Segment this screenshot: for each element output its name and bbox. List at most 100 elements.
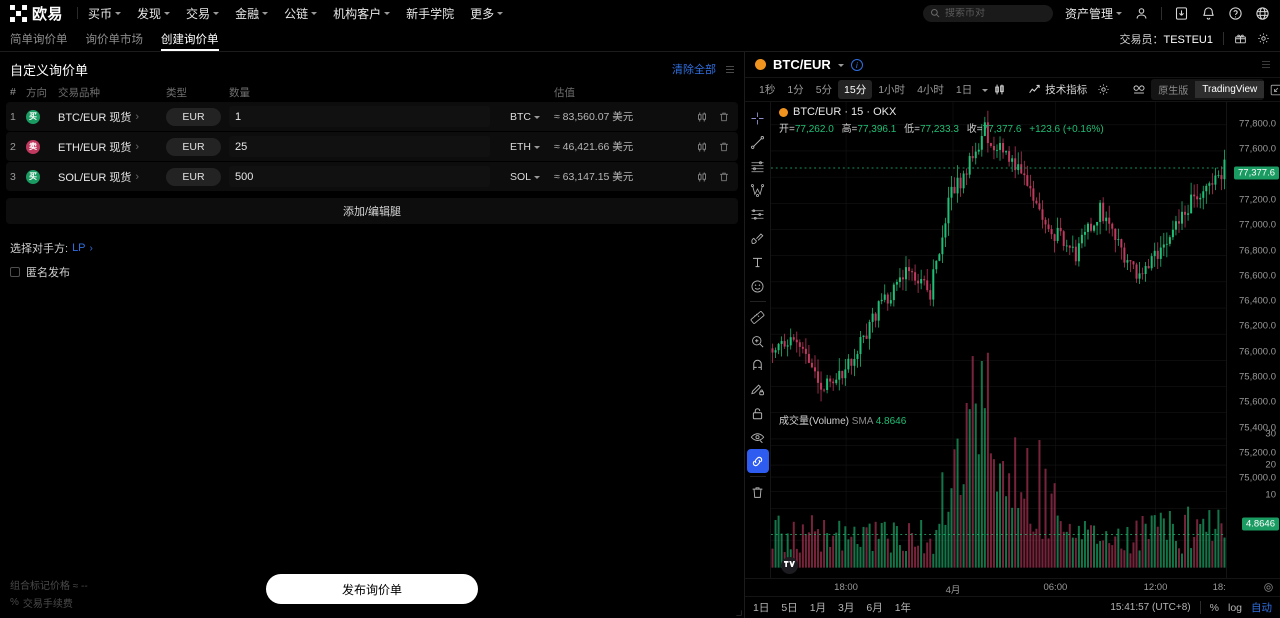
- chart-drag-handle[interactable]: [1262, 61, 1270, 68]
- horizontal-lines-tool-icon[interactable]: [747, 154, 769, 178]
- type-pill[interactable]: EUR: [166, 107, 221, 126]
- settings-icon[interactable]: [1257, 32, 1270, 45]
- nav-item-academy[interactable]: 新手学院: [406, 5, 454, 22]
- nav-item-more[interactable]: 更多: [470, 5, 504, 22]
- direction-badge-buy[interactable]: 买: [26, 109, 40, 124]
- row-unit-select[interactable]: SOL: [494, 171, 540, 183]
- lock-tool-icon[interactable]: [747, 401, 769, 425]
- tab-rfq-market[interactable]: 询价单市场: [85, 33, 144, 46]
- help-icon[interactable]: [1228, 6, 1243, 21]
- percent-scale-toggle[interactable]: %: [1209, 601, 1219, 614]
- brush-tool-icon[interactable]: [747, 226, 769, 250]
- anonymous-checkbox[interactable]: [10, 267, 20, 277]
- log-scale-toggle[interactable]: log: [1227, 601, 1242, 614]
- chevron-down-icon[interactable]: [837, 63, 844, 67]
- range-6mo[interactable]: 6月: [866, 602, 883, 614]
- bell-icon[interactable]: [1201, 6, 1216, 21]
- row-quantity-field[interactable]: [229, 136, 490, 157]
- row-symbol[interactable]: BTC/EUR 现货 ›: [58, 109, 166, 125]
- view-native-button[interactable]: 原生版: [1158, 86, 1189, 97]
- timeframe-1h[interactable]: 1小时: [878, 84, 906, 96]
- remove-drawings-tool-icon[interactable]: [747, 480, 769, 504]
- okx-logo[interactable]: 欧易: [10, 3, 63, 24]
- row-symbol[interactable]: SOL/EUR 现货 ›: [58, 169, 166, 185]
- candles-icon[interactable]: [696, 111, 708, 123]
- counterparty-value[interactable]: LP: [72, 242, 86, 254]
- table-row[interactable]: 3 买 SOL/EUR 现货 › EUR SOL: [6, 162, 738, 191]
- timeframe-5m[interactable]: 5分: [815, 84, 833, 96]
- download-icon[interactable]: [1174, 6, 1189, 21]
- row-direction[interactable]: 买: [26, 109, 58, 124]
- chevron-right-icon[interactable]: ›: [89, 242, 93, 254]
- range-1mo[interactable]: 1月: [809, 602, 827, 614]
- candles-icon[interactable]: [696, 141, 708, 153]
- direction-badge-sell[interactable]: 卖: [26, 139, 40, 154]
- direction-badge-buy[interactable]: 买: [26, 169, 40, 184]
- fib-retracement-tool-icon[interactable]: [747, 202, 769, 226]
- timeframe-1m[interactable]: 1分: [787, 84, 804, 96]
- nav-item-buy[interactable]: 买币: [88, 5, 122, 22]
- text-tool-icon[interactable]: [747, 250, 769, 274]
- asset-management-menu[interactable]: 资产管理: [1065, 5, 1122, 22]
- delete-icon[interactable]: [718, 141, 730, 153]
- search-box[interactable]: [922, 4, 1053, 22]
- auto-scale-toggle[interactable]: 自动: [1251, 602, 1272, 614]
- row-direction[interactable]: 买: [26, 169, 58, 184]
- fullscreen-icon[interactable]: [1270, 84, 1280, 96]
- range-1y[interactable]: 1年: [894, 602, 912, 614]
- measure-tool-icon[interactable]: [747, 305, 769, 329]
- price-axis[interactable]: 77,800.077,600.077,400.077,200.077,000.0…: [1226, 102, 1280, 578]
- range-5d[interactable]: 5日: [781, 602, 798, 614]
- tab-create-rfq[interactable]: 创建询价单: [161, 26, 219, 51]
- type-pill[interactable]: EUR: [166, 137, 221, 156]
- link-objects-tool-icon[interactable]: [746, 449, 769, 473]
- quantity-input[interactable]: [235, 140, 484, 153]
- info-icon[interactable]: i: [850, 58, 863, 71]
- time-axis[interactable]: 18:00 4月 06:00 12:00 18:: [745, 578, 1280, 596]
- table-row[interactable]: 1 买 BTC/EUR 现货 › EUR BTC: [6, 102, 738, 131]
- table-row[interactable]: 2 卖 ETH/EUR 现货 › EUR ETH: [6, 132, 738, 161]
- range-3mo[interactable]: 3月: [838, 602, 855, 614]
- anonymous-publish-row[interactable]: 匿名发布: [0, 256, 744, 280]
- tab-simple-rfq[interactable]: 简单询价单: [10, 33, 68, 46]
- emoji-tool-icon[interactable]: [747, 274, 769, 298]
- compare-icon[interactable]: [1127, 83, 1151, 96]
- chevron-down-icon[interactable]: [982, 88, 989, 92]
- resize-corner-icon[interactable]: [735, 609, 742, 616]
- row-symbol[interactable]: ETH/EUR 现货 ›: [58, 139, 166, 155]
- quantity-input[interactable]: [235, 170, 484, 183]
- search-input[interactable]: [944, 7, 1046, 19]
- crosshair-tool-icon[interactable]: [747, 106, 769, 130]
- clear-all-button[interactable]: 清除全部: [672, 64, 716, 76]
- trend-line-tool-icon[interactable]: [747, 130, 769, 154]
- timeframe-4h[interactable]: 4小时: [917, 84, 944, 96]
- timeframe-15m[interactable]: 15分: [838, 80, 873, 99]
- user-icon[interactable]: [1134, 6, 1149, 21]
- row-type[interactable]: EUR: [166, 137, 229, 156]
- time-axis-settings-icon[interactable]: [1263, 582, 1274, 596]
- nav-item-institutional[interactable]: 机构客户: [333, 5, 391, 22]
- nav-item-discover[interactable]: 发现: [137, 5, 171, 22]
- chart-type-icon[interactable]: [988, 83, 1011, 96]
- row-type[interactable]: EUR: [166, 107, 229, 126]
- delete-icon[interactable]: [718, 171, 730, 183]
- row-type[interactable]: EUR: [166, 167, 229, 186]
- candles-icon[interactable]: [696, 171, 708, 183]
- drag-handle[interactable]: [726, 65, 734, 73]
- row-quantity-field[interactable]: [229, 166, 490, 187]
- add-edit-leg-button[interactable]: 添加/编辑腿: [6, 198, 738, 224]
- publish-rfq-button[interactable]: 发布询价单: [266, 574, 478, 604]
- pitchfork-tool-icon[interactable]: [747, 178, 769, 202]
- type-pill[interactable]: EUR: [166, 167, 221, 186]
- timeframe-1d[interactable]: 1日: [955, 84, 973, 96]
- magnet-tool-icon[interactable]: [747, 353, 769, 377]
- indicators-button[interactable]: 技术指标: [1023, 82, 1092, 97]
- nav-item-trade[interactable]: 交易: [186, 5, 220, 22]
- quantity-input[interactable]: [235, 110, 484, 123]
- row-quantity-field[interactable]: [229, 106, 490, 127]
- row-unit-select[interactable]: ETH: [494, 141, 540, 153]
- chart-plot[interactable]: BTC/EUR · 15 · OKX 开=77,262.0 高=77,396.1…: [771, 102, 1226, 578]
- timeframe-1s[interactable]: 1秒: [759, 84, 776, 96]
- view-tradingview-button[interactable]: TradingView: [1195, 81, 1265, 98]
- delete-icon[interactable]: [718, 111, 730, 123]
